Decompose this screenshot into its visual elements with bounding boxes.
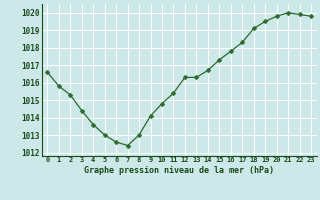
X-axis label: Graphe pression niveau de la mer (hPa): Graphe pression niveau de la mer (hPa) (84, 166, 274, 175)
